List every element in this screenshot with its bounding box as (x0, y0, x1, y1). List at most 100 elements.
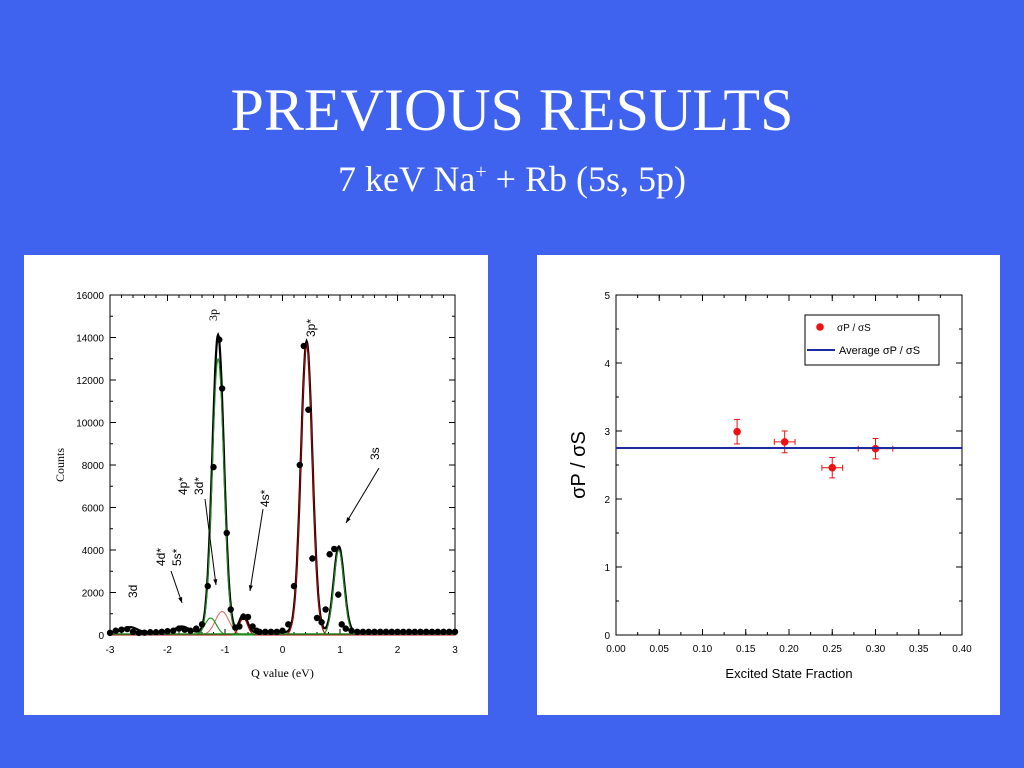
data-point (236, 623, 243, 630)
data-point (417, 628, 424, 636)
subtitle-superscript: + (475, 161, 487, 183)
data-point (428, 628, 436, 636)
data-point (147, 629, 154, 636)
x-tick-label: 0.10 (693, 644, 713, 655)
label-5s-star: 5s* (170, 548, 184, 566)
y-tick-label: 6000 (82, 504, 105, 515)
ratio-point (828, 463, 837, 472)
spectrum-chart: -3 -2 -1 0 1 2 3 0 2000 4000 6000 8000 10000 12000 140… (53, 291, 458, 680)
data-point (322, 606, 329, 613)
label-3s: 3s (368, 447, 382, 460)
annotation-arrowhead (213, 579, 218, 585)
data-point (223, 529, 230, 537)
data-point (256, 628, 263, 636)
data-point (305, 406, 312, 413)
y-tick-label: 16000 (76, 291, 104, 302)
data-point (267, 628, 275, 636)
data-point (129, 628, 137, 636)
subtitle-rest: + Rb (5s, 5p) (486, 159, 686, 199)
legend-marker-ratio (816, 323, 824, 331)
label-4s-star: 4s* (258, 489, 272, 507)
y-tick-label: 10000 (76, 419, 104, 430)
data-point (388, 628, 395, 636)
data-point (290, 582, 298, 590)
x-tick-label: 0.05 (650, 644, 670, 655)
data-point (216, 336, 223, 343)
data-point (164, 627, 171, 635)
x-tick-label: -1 (221, 645, 230, 656)
data-point (411, 628, 418, 636)
y-tick-label: 0 (98, 631, 104, 642)
legend-label-ratio: σP / σS (837, 323, 871, 334)
data-point (175, 625, 183, 632)
data-point (210, 463, 217, 471)
legend-box (804, 314, 940, 366)
data-point (400, 628, 407, 636)
label-3p-star: 3p* (304, 319, 318, 337)
annotation-arrow (170, 570, 183, 604)
data-point (181, 626, 188, 633)
data-point (313, 614, 321, 622)
label-4p-star: 4p* (176, 477, 190, 495)
data-point (382, 628, 390, 636)
data-point (152, 629, 160, 636)
annotation-arrow (345, 467, 380, 524)
data-point (124, 625, 131, 633)
data-point (394, 628, 401, 636)
data-point (359, 628, 367, 636)
y-tick-label: 12000 (76, 376, 104, 387)
data-point (348, 627, 355, 634)
data-point (118, 626, 125, 633)
y-tick-label: 14000 (76, 334, 104, 345)
data-point (187, 627, 194, 634)
legend-label-average: Average σP / σS (839, 345, 920, 357)
annotation-arrowhead (248, 585, 253, 591)
data-point (377, 628, 384, 636)
data-point (204, 582, 211, 590)
data-point (371, 628, 378, 636)
data-point (405, 628, 413, 636)
data-point (342, 625, 349, 632)
ratio-point (733, 427, 741, 436)
y-tick-label: 8000 (82, 461, 105, 472)
y-tick-label: 3 (604, 427, 610, 438)
y-tick-label: 4000 (82, 546, 105, 557)
y-axis-title: σP / σS (568, 431, 590, 499)
y-tick-label: 2000 (82, 589, 105, 600)
annotation-arrow (204, 498, 217, 586)
data-point (318, 619, 325, 626)
label-3d-star: 3d* (192, 477, 206, 495)
x-tick-label: 3 (452, 645, 458, 656)
y-tick-label: 0 (604, 631, 610, 642)
x-tick-label: 0.20 (779, 644, 799, 655)
x-tick-label: 0.35 (909, 644, 929, 655)
data-point (158, 628, 165, 636)
data-point (218, 385, 226, 392)
y-tick-label: 4 (604, 359, 610, 370)
data-point (249, 623, 256, 630)
data-point (300, 342, 307, 350)
plot-frame (109, 294, 456, 636)
x-tick-label: 2 (395, 645, 401, 656)
data-point (338, 621, 345, 628)
data-point (135, 629, 142, 637)
fit-curve (110, 357, 455, 636)
ratio-chart: 0.00 0.05 0.10 0.15 0.20 0.25 0.30 0.35 0.40 0 1 2 3… (568, 291, 972, 681)
data-point (423, 628, 430, 636)
data-point (331, 545, 338, 553)
spectrum-panel: -3 -2 -1 0 1 2 3 0 2000 4000 6000 8000 10000 12000 140… (24, 255, 488, 715)
data-point (170, 627, 177, 634)
data-point (326, 551, 333, 558)
data-point (440, 628, 447, 636)
label-3d: 3d (126, 585, 140, 598)
annotation-arrow (249, 508, 264, 592)
x-tick-label: -3 (106, 645, 115, 656)
ratio-point (780, 438, 789, 446)
x-tick-label: 0 (280, 645, 286, 656)
data-point (273, 628, 280, 636)
y-tick-label: 1 (604, 563, 610, 574)
data-point (279, 627, 286, 634)
data-point (335, 591, 342, 598)
fit-curve (110, 331, 455, 634)
slide-title: PREVIOUS RESULTS (230, 77, 794, 143)
